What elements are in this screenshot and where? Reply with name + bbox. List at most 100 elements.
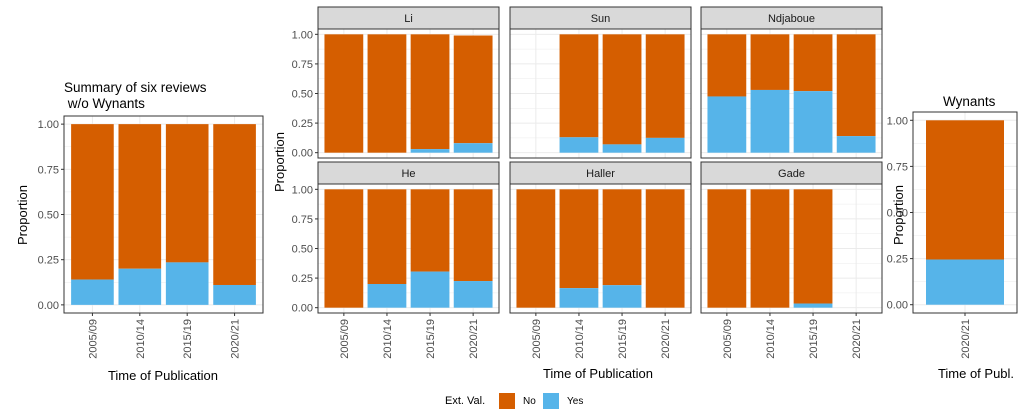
facet-ndjaboue-bar-no-2010/14 — [750, 34, 790, 90]
facet-ndjaboue-bar-yes-2010/14 — [750, 89, 790, 153]
facet-haller-bar-yes-2010/14 — [559, 288, 599, 308]
facet-he-y-tick-label: 0.00 — [292, 303, 313, 315]
right-chart-y-tick-label: 0.25 — [887, 254, 908, 266]
left-chart-panel: 0.00 0.25 0.50 0.75 1.00 2005/09 2010/14 2015/1… — [38, 115, 264, 359]
facet-sun-bar-yes-2020/21 — [645, 137, 685, 153]
left-chart-bar-yes-2010/14 — [118, 268, 162, 305]
right-chart-y-tick-label: 0.75 — [887, 161, 908, 173]
facet-ndjaboue-bar-no-2015/19 — [793, 34, 833, 92]
left-chart-x-tick-label: 2005/09 — [87, 319, 99, 359]
facet-gade-bar-no-2005/09 — [707, 189, 747, 308]
facet-strip-label-gade: Gade — [778, 168, 805, 180]
facet-x-axis-title: Time of Publication — [543, 366, 653, 381]
facet-ndjaboue-bar-yes-2005/09 — [707, 96, 747, 153]
facet-sun-bar-no-2010/14 — [559, 34, 599, 138]
left-chart-bar-no-2005/09 — [71, 124, 114, 280]
right-chart-y-tick-label: 0.50 — [887, 208, 908, 220]
facet-gade-bar-no-2015/19 — [793, 189, 833, 304]
left-chart-x-tick-label: 2015/19 — [182, 319, 194, 359]
legend-label-no: No — [523, 396, 536, 407]
facet-strip-label-he: He — [401, 168, 415, 180]
facet-strip-label-li: Li — [404, 13, 413, 25]
right-chart-x-tick-label: 2020/21 — [960, 319, 972, 359]
facet-gade-x-tick-label: 2010/14 — [765, 319, 777, 359]
facet-gade-panel-border — [700, 183, 883, 314]
facet-ndjaboue-bar-no-2020/21 — [836, 34, 876, 137]
facet-ndjaboue-bar-yes-2015/19 — [793, 91, 833, 153]
facet-he-x-tick-label: 2005/09 — [339, 319, 351, 359]
facet-li-y-tick-label: 0.50 — [292, 89, 313, 101]
right-chart-bar-yes-2020/21 — [926, 259, 1004, 305]
facet-haller-x-tick-label: 2015/19 — [617, 319, 629, 359]
facet-haller-x-tick-label: 2010/14 — [574, 319, 586, 359]
facet-ndjaboue-panel-border — [700, 28, 883, 159]
facet-he-bar-yes-2020/21 — [453, 281, 493, 308]
legend: Ext. Val. No Yes — [445, 393, 583, 409]
right-chart-panel: 0.00 0.25 0.50 0.75 1.00 2020/21 — [887, 111, 1018, 359]
facet-li-bar-no-2010/14 — [367, 34, 407, 153]
facet-he-panel: 0.00 0.25 0.50 0.75 1.00 2005/09 2010/14 2015/1… — [292, 183, 500, 359]
right-chart-y-tick-label: 0.00 — [887, 300, 908, 312]
facet-y-axis-title: Proportion — [272, 132, 287, 192]
facet-sun-panel — [509, 28, 692, 159]
facet-he-y-tick-label: 0.50 — [292, 244, 313, 256]
facet-li-y-tick-label: 0.75 — [292, 59, 313, 71]
facet-he-y-tick-label: 0.75 — [292, 214, 313, 226]
left-chart-x-tick-label: 2010/14 — [135, 319, 147, 359]
left-chart-bar-yes-2015/19 — [165, 262, 209, 305]
left-chart-x-tick-label: 2020/21 — [230, 319, 242, 359]
facet-gade-panel: 2005/09 2010/14 2015/19 2020/21 — [700, 183, 883, 359]
facet-he-x-tick-label: 2010/14 — [382, 319, 394, 359]
facet-li-bar-no-2005/09 — [324, 34, 364, 153]
facet-he-bar-no-2015/19 — [410, 189, 450, 272]
facet-he-y-tick-label: 1.00 — [292, 184, 313, 196]
right-chart-y-tick-label: 1.00 — [887, 115, 908, 127]
facet-li-bar-yes-2020/21 — [453, 143, 493, 153]
facet-ndjaboue-panel — [700, 28, 883, 159]
facet-haller-bar-no-2020/21 — [645, 189, 685, 308]
left-chart-bar-yes-2005/09 — [71, 279, 114, 305]
facet-he-bar-no-2020/21 — [453, 189, 493, 282]
left-chart-y-tick-label: 0.75 — [38, 164, 59, 176]
left-chart-bar-no-2020/21 — [213, 124, 256, 285]
facet-haller-x-tick-label: 2020/21 — [660, 319, 672, 359]
right-chart-bar-no-2020/21 — [926, 120, 1004, 260]
legend-label-yes: Yes — [567, 396, 583, 407]
facet-haller-panel: 2005/09 2010/14 2015/19 2020/21 — [509, 183, 692, 359]
facet-he-bar-no-2010/14 — [367, 189, 407, 285]
facet-gade-x-tick-label: 2020/21 — [851, 319, 863, 359]
facet-sun-bar-yes-2015/19 — [602, 144, 642, 153]
facet-sun-panel-border — [509, 28, 692, 159]
facet-he-bar-no-2005/09 — [324, 189, 364, 308]
left-chart-y-tick-label: 0.00 — [38, 300, 59, 312]
facet-li-y-tick-label: 0.00 — [292, 148, 313, 160]
facet-ndjaboue-bar-no-2005/09 — [707, 34, 747, 97]
right-chart-y-axis-title: Proportion — [891, 185, 906, 245]
left-chart-y-axis-title: Proportion — [15, 185, 30, 245]
left-chart-bar-no-2015/19 — [165, 124, 209, 263]
facet-li-y-tick-label: 0.25 — [292, 118, 313, 130]
left-chart-y-tick-label: 0.50 — [38, 210, 59, 222]
legend-key-no — [499, 393, 515, 409]
legend-key-yes — [543, 393, 559, 409]
facet-haller-bar-no-2015/19 — [602, 189, 642, 286]
plot-layer: 0.00 0.25 0.50 0.75 1.00 2005/09 2010/14 2015/1… — [38, 6, 1018, 359]
left-chart-y-tick-label: 0.25 — [38, 255, 59, 267]
left-chart-bar-yes-2020/21 — [213, 284, 256, 305]
facet-sun-bar-no-2015/19 — [602, 34, 642, 145]
facet-he-y-tick-label: 0.25 — [292, 273, 313, 285]
facet-he-x-tick-label: 2020/21 — [468, 319, 480, 359]
right-chart-title: Wynants — [943, 94, 996, 109]
facet-strip-label-ndjaboue: Ndjaboue — [768, 13, 815, 25]
facet-he-bar-yes-2015/19 — [410, 271, 450, 308]
legend-title: Ext. Val. — [445, 395, 485, 407]
facet-strip-label-haller: Haller — [586, 168, 615, 180]
facet-haller-bar-yes-2015/19 — [602, 285, 642, 308]
facet-sun-bar-no-2020/21 — [645, 34, 685, 138]
facet-gade-bar-yes-2015/19 — [793, 303, 833, 308]
facet-gade-bar-no-2010/14 — [750, 189, 790, 308]
left-chart-bar-no-2010/14 — [118, 124, 162, 269]
left-chart-title-line1: Summary of six reviews — [64, 80, 207, 95]
facet-li-bar-no-2020/21 — [453, 35, 493, 144]
